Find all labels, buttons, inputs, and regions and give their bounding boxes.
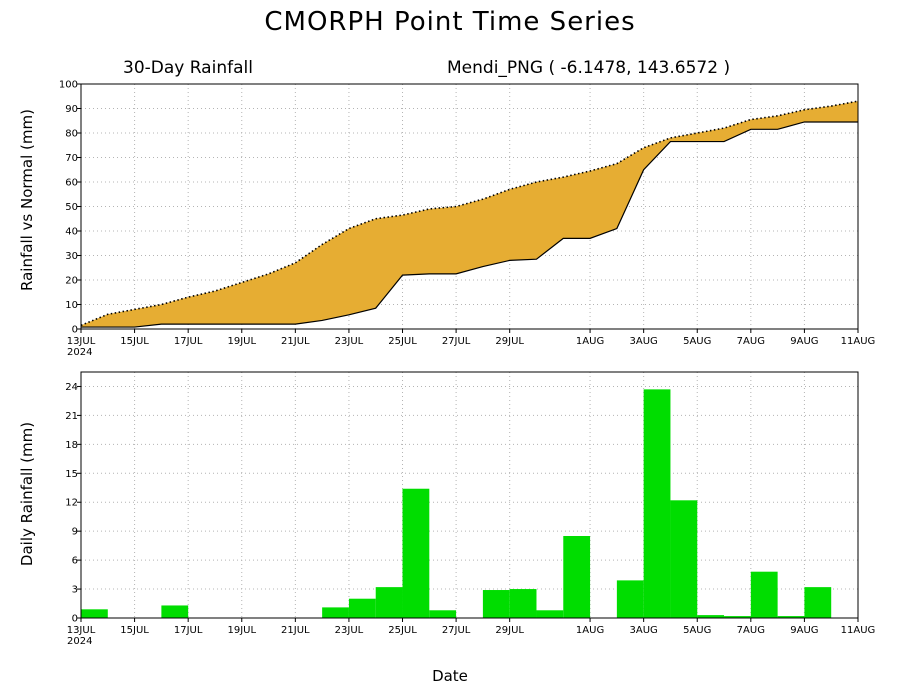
top-x-tick-label: 29JUL — [495, 336, 524, 347]
top-x-tick-label: 27JUL — [442, 336, 471, 347]
daily-rainfall-bar — [724, 616, 751, 618]
top-y-ticks: 0 10 20 30 40 50 60 70 80 90 100 — [59, 80, 81, 336]
daily-rainfall-bar — [777, 616, 805, 618]
top-y-tick-label: 30 — [65, 251, 78, 262]
bottom-x-tick-label: 5AUG — [683, 625, 711, 636]
daily-rainfall-bar — [536, 610, 564, 618]
top-x-ticks: 13JUL 15JUL 17JUL 19JUL 21JUL 23JUL 25JUL 27JUL… — [67, 329, 876, 358]
bottom-x-tick-label: 21JUL — [281, 625, 310, 636]
bottom-y-tick-label: 3 — [72, 585, 78, 596]
bottom-x-year-label: 2024 — [67, 636, 92, 647]
bottom-y-tick-label: 12 — [65, 498, 78, 509]
bottom-x-tick-label: 29JUL — [495, 625, 524, 636]
top-x-tick-label: 25JUL — [388, 336, 417, 347]
top-y-tick-label: 40 — [65, 227, 78, 238]
panel-subtitle-left: 30-Day Rainfall — [123, 58, 253, 78]
cumulative-rainfall-panel: 30-Day Rainfall Mendi_PNG ( -6.1478, 143… — [18, 58, 875, 358]
actual-rainfall-line — [81, 121, 858, 328]
x-axis-label: Date — [432, 667, 468, 685]
bottom-gridlines — [81, 372, 858, 618]
daily-rainfall-bar — [563, 536, 591, 618]
bottom-y-tick-label: 21 — [65, 411, 78, 422]
daily-rainfall-bar — [643, 389, 671, 618]
rainfall-deficit-area — [81, 101, 858, 328]
bottom-bar-marks — [81, 389, 832, 618]
daily-rainfall-bar — [509, 589, 537, 618]
top-y-tick-label: 10 — [65, 300, 78, 311]
top-x-tick-label: 7AUG — [737, 336, 765, 347]
bottom-x-tick-label: 3AUG — [630, 625, 658, 636]
top-y-tick-label: 80 — [65, 129, 78, 140]
top-y-tick-label: 0 — [72, 325, 78, 336]
bottom-y-tick-label: 18 — [65, 440, 78, 451]
top-x-tick-label: 9AUG — [790, 336, 818, 347]
top-y-tick-label: 90 — [65, 104, 78, 115]
bottom-x-tick-label: 1AUG — [576, 625, 604, 636]
top-y-axis-label: Rainfall vs Normal (mm) — [18, 109, 36, 291]
bottom-y-tick-label: 0 — [72, 614, 78, 625]
top-x-tick-label: 15JUL — [120, 336, 149, 347]
daily-rainfall-bar — [616, 580, 644, 618]
bottom-x-tick-label: 25JUL — [388, 625, 417, 636]
bottom-x-ticks: 13JUL 15JUL 17JUL 19JUL 21JUL 23JUL 25JUL 27JUL… — [67, 618, 876, 647]
bottom-y-tick-label: 9 — [72, 527, 78, 538]
bottom-y-tick-label: 15 — [65, 469, 78, 480]
top-y-tick-label: 60 — [65, 178, 78, 189]
top-x-tick-label: 3AUG — [630, 336, 658, 347]
bottom-x-tick-label: 13JUL — [67, 625, 96, 636]
top-area-marks — [80, 100, 859, 328]
top-y-tick-label: 100 — [59, 80, 78, 91]
bottom-x-tick-label: 7AUG — [737, 625, 765, 636]
bottom-y-tick-label: 24 — [65, 382, 78, 393]
daily-rainfall-bar — [402, 488, 430, 618]
top-x-tick-label: 1AUG — [576, 336, 604, 347]
top-x-year-label: 2024 — [67, 347, 92, 358]
top-x-tick-label: 21JUL — [281, 336, 310, 347]
top-x-tick-label: 13JUL — [67, 336, 96, 347]
top-x-tick-label: 5AUG — [683, 336, 711, 347]
daily-rainfall-bar — [697, 615, 725, 618]
bottom-x-tick-label: 17JUL — [174, 625, 203, 636]
panel-subtitle-right: Mendi_PNG ( -6.1478, 143.6572 ) — [447, 58, 730, 78]
daily-rainfall-bar — [348, 598, 376, 618]
bottom-x-tick-label: 27JUL — [442, 625, 471, 636]
daily-rainfall-bar — [429, 610, 457, 618]
bottom-x-tick-label: 19JUL — [227, 625, 256, 636]
daily-rainfall-bar — [804, 587, 832, 618]
top-x-tick-label: 11AUG — [841, 336, 876, 347]
bottom-x-tick-label: 9AUG — [790, 625, 818, 636]
bottom-y-tick-label: 6 — [72, 556, 78, 567]
daily-rainfall-bar — [670, 500, 698, 618]
bottom-plot-frame — [80, 371, 859, 619]
daily-rainfall-bar — [322, 607, 349, 618]
daily-rainfall-bar — [482, 590, 510, 618]
top-y-tick-label: 70 — [65, 153, 78, 164]
top-x-tick-label: 19JUL — [227, 336, 256, 347]
bottom-x-tick-label: 15JUL — [120, 625, 149, 636]
daily-rainfall-bar — [750, 571, 778, 618]
chart-title: CMORPH Point Time Series — [264, 7, 635, 37]
top-plot-frame — [80, 83, 859, 330]
top-x-tick-label: 17JUL — [174, 336, 203, 347]
daily-rainfall-bar — [81, 609, 108, 618]
bottom-x-tick-label: 11AUG — [841, 625, 876, 636]
top-y-tick-label: 20 — [65, 276, 78, 287]
daily-rainfall-bar — [375, 587, 403, 618]
daily-rainfall-panel: 0 3 6 9 12 15 18 21 24 13JUL 15JUL 17JUL 19JUL 21JUL… — [18, 371, 876, 647]
daily-rainfall-bar — [161, 605, 189, 618]
bottom-x-tick-label: 23JUL — [335, 625, 364, 636]
top-x-tick-label: 23JUL — [335, 336, 364, 347]
top-y-tick-label: 50 — [65, 202, 78, 213]
bottom-y-ticks: 0 3 6 9 12 15 18 21 24 — [65, 382, 81, 625]
bottom-y-axis-label: Daily Rainfall (mm) — [18, 422, 36, 566]
